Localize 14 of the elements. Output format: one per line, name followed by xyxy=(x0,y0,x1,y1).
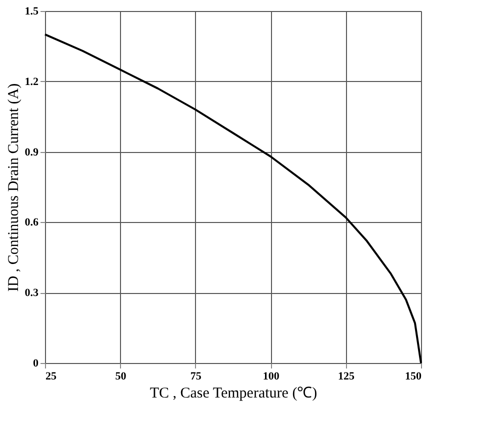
x-tick-label: 50 xyxy=(115,370,127,382)
x-tick-label: 100 xyxy=(262,370,280,382)
y-axis-title: ID , Continuous Drain Current (A) xyxy=(6,83,22,292)
x-tick-label: 150 xyxy=(405,370,422,382)
y-tick-label: 1.5 xyxy=(24,6,39,18)
x-axis-title: TC , Case Temperature (℃) xyxy=(150,386,318,402)
x-tick-label: 125 xyxy=(338,370,356,382)
x-tick-label: 75 xyxy=(190,370,202,382)
y-tick-label: 0.3 xyxy=(24,287,39,300)
y-tick-label: 0 xyxy=(33,358,39,370)
y-tick-label: 0.9 xyxy=(24,146,39,158)
y-tick-label: 0.6 xyxy=(24,216,39,229)
x-tick-label: 25 xyxy=(46,370,57,382)
y-tick-label: 1.2 xyxy=(24,76,39,88)
